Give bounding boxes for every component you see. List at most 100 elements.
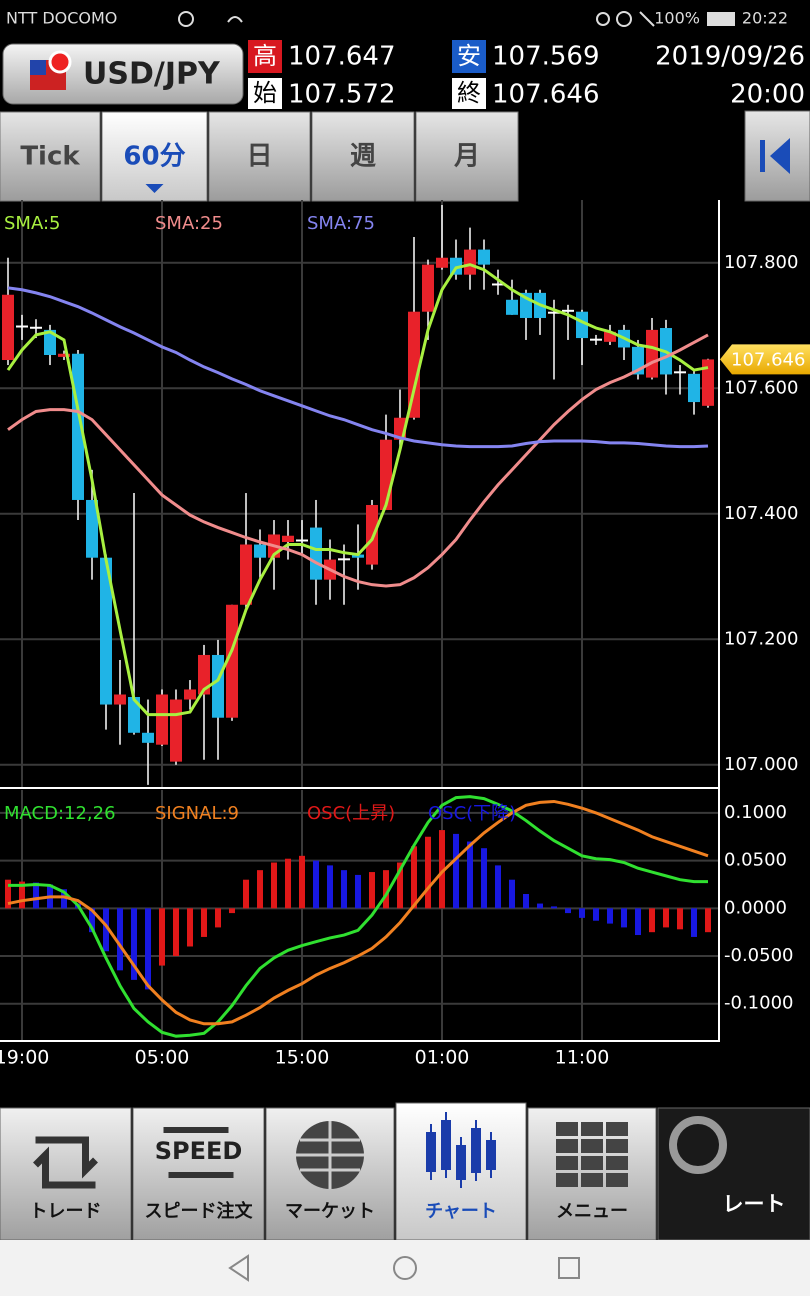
osc-bar: [509, 879, 515, 909]
osc-bar: [537, 903, 543, 909]
osc-bar: [383, 870, 389, 909]
candle-body: [142, 732, 154, 743]
legend-entry: SIGNAL:9: [155, 803, 239, 824]
candle-body: [506, 299, 518, 315]
osc-bar: [257, 870, 263, 909]
back-button[interactable]: [228, 1254, 249, 1282]
nav-icon: [296, 1121, 364, 1189]
legend-entry: MACD:12,26: [4, 803, 116, 824]
candle-body: [646, 329, 658, 378]
close-label: 終: [457, 79, 481, 107]
candle-body: [604, 331, 616, 342]
candle-body: [44, 329, 56, 356]
tab-bg: [415, 111, 519, 202]
osc-bar: [5, 879, 11, 909]
flag-canton: [30, 60, 46, 75]
candle-body: [2, 294, 14, 361]
nav-label: チャート: [425, 1201, 497, 1222]
legend-entry: OSC(下降): [428, 803, 516, 824]
legend-entry: SMA:5: [4, 213, 60, 234]
tab-label: 週: [350, 142, 376, 172]
indicator-line: [8, 795, 708, 1038]
x-tick-label: 01:00: [415, 1047, 470, 1069]
osc-bar: [691, 908, 697, 937]
candle-body: [422, 264, 434, 312]
candle-body: [296, 539, 308, 542]
nav-label: マーケット: [285, 1201, 375, 1222]
pair-button[interactable]: USD/JPY: [2, 43, 244, 105]
osc-bar: [89, 908, 95, 933]
low-value: 107.569: [492, 42, 600, 72]
candle-body: [576, 311, 588, 339]
tab-label: 日: [246, 142, 272, 172]
osc-bar: [593, 908, 599, 921]
tab[interactable]: 月: [415, 111, 519, 202]
flag-badge: [48, 50, 72, 74]
status-icons: [178, 11, 655, 27]
carrier: NTT DOCOMO: [6, 9, 117, 28]
nav-item[interactable]: チャート: [395, 1102, 527, 1241]
low-badge: [452, 40, 486, 73]
gear: [669, 1116, 727, 1174]
tab-bg: [208, 111, 311, 202]
candle-body: [492, 283, 504, 286]
x-tick-label: 11:00: [555, 1047, 610, 1069]
price-tag-label: 107.646: [731, 349, 805, 370]
candle-body: [198, 654, 210, 695]
collapse-button[interactable]: [744, 110, 810, 202]
osc-bar: [313, 860, 319, 909]
osc-bar: [607, 908, 613, 924]
home-button[interactable]: [393, 1256, 417, 1280]
nav-item[interactable]: メニュー: [527, 1107, 657, 1241]
osc-bar: [705, 908, 711, 933]
tab[interactable]: 週: [311, 111, 415, 202]
candle-body: [408, 311, 420, 418]
menu-cell: [581, 1139, 603, 1153]
y-tick-label: 107.600: [724, 377, 798, 398]
menu-cell: [556, 1139, 578, 1153]
indicator-line: [7, 333, 709, 588]
x-tick-label: 15:00: [275, 1047, 330, 1069]
icon-candle: [456, 1145, 466, 1180]
nav-item[interactable]: トレード: [0, 1107, 132, 1241]
open-value: 107.572: [288, 80, 396, 110]
y-tick-label: -0.1000: [724, 993, 793, 1014]
osc-bar: [397, 862, 403, 909]
high-badge: [248, 40, 282, 73]
menu-cell: [556, 1122, 578, 1136]
icon-candle: [486, 1140, 496, 1170]
candle-body: [310, 527, 322, 580]
osc-bar: [271, 862, 277, 909]
osc-bar: [285, 858, 291, 909]
tab-label: 60分: [123, 142, 185, 172]
candle-body: [86, 499, 98, 558]
tab[interactable]: 日: [208, 111, 311, 202]
candle-body: [366, 504, 378, 565]
osc-bar: [229, 908, 235, 914]
tab[interactable]: 60分: [101, 111, 208, 202]
nav-item[interactable]: レート: [657, 1107, 810, 1241]
tab-bg: [311, 111, 415, 202]
y-tick-label: 0.0000: [724, 897, 787, 918]
osc-bar: [523, 894, 529, 909]
menu-cell: [606, 1139, 628, 1153]
menu-cell: [606, 1173, 628, 1187]
candle-body: [254, 544, 266, 558]
tab-label: Tick: [20, 142, 80, 172]
nav-item[interactable]: SPEED スピード注文: [132, 1107, 265, 1241]
battery-icon: [707, 12, 735, 26]
tab[interactable]: Tick: [0, 111, 101, 202]
nav-item[interactable]: マーケット: [265, 1107, 395, 1241]
y-tick-label: -0.0500: [724, 945, 793, 966]
osc-bar: [159, 908, 165, 966]
osc-bar: [215, 908, 221, 928]
osc-bar: [551, 906, 557, 909]
candle-body: [58, 353, 70, 357]
tab-bar: Tick 60分 日 週 月: [0, 111, 519, 202]
y-tick-label: 0.0500: [724, 850, 787, 871]
osc-bar: [131, 908, 137, 980]
y-tick-label: 107.400: [724, 503, 798, 524]
candle-body: [674, 371, 686, 374]
chart-bottom-border: [0, 1040, 718, 1042]
recents-button[interactable]: [558, 1257, 580, 1279]
